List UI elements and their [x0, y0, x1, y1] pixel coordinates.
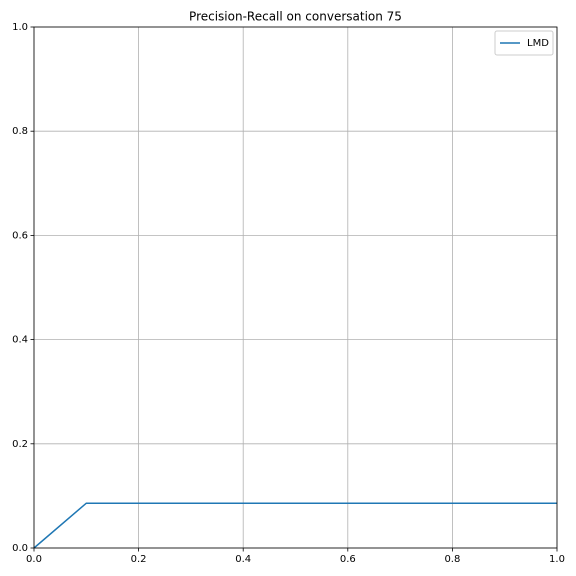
y-tick-label: 0.6 — [12, 230, 28, 241]
plot-frame — [33, 26, 558, 549]
y-tick-label: 0.0 — [12, 543, 28, 554]
y-tick-label: 0.8 — [12, 126, 28, 137]
data-line — [33, 502, 557, 549]
y-tick-label: 0.4 — [12, 335, 28, 346]
x-tick-label: 0.2 — [131, 554, 147, 565]
x-tick-label: 0.6 — [340, 554, 356, 565]
legend-label: LMD — [527, 38, 549, 49]
y-tick-label: 0.2 — [12, 439, 28, 450]
chart-title: Precision-Recall on conversation 75 — [189, 10, 402, 24]
x-tick-label: 0.4 — [235, 554, 251, 565]
x-tick-label: 0.8 — [444, 554, 460, 565]
x-tick-label: 1.0 — [549, 554, 565, 565]
legend-box — [494, 30, 554, 56]
y-tick-label: 1.0 — [12, 22, 28, 33]
x-tick-label: 0.0 — [26, 554, 42, 565]
